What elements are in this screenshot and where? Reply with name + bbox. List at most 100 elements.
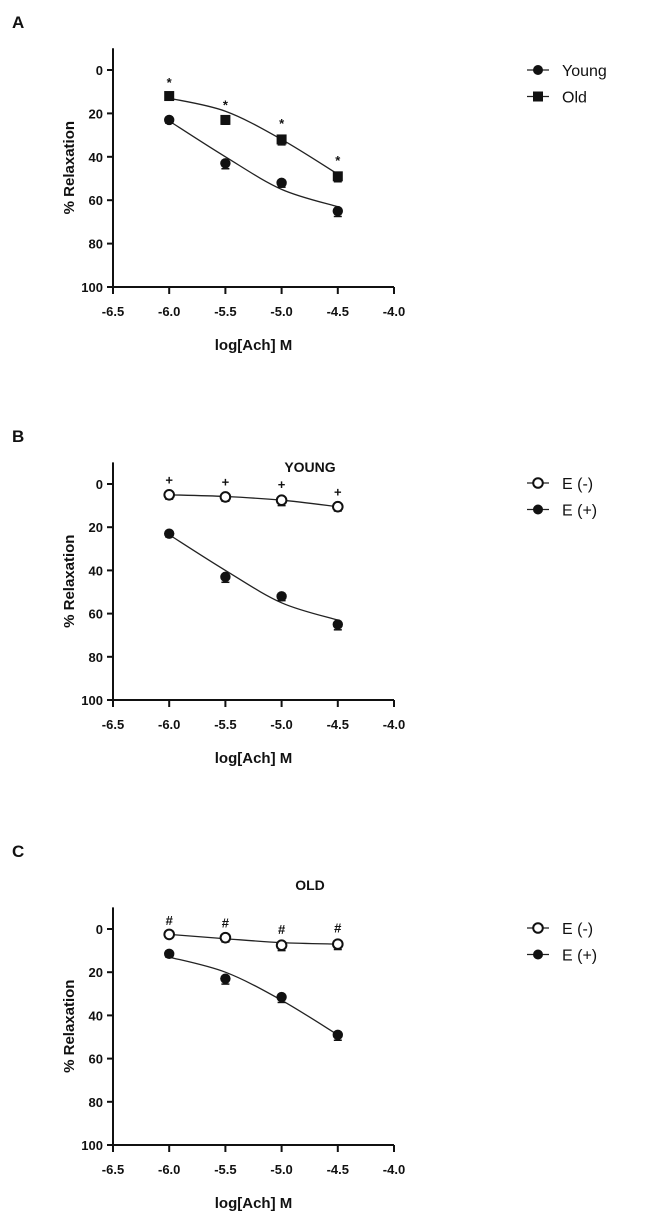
x-axis-label: log[Ach] M [215, 1195, 292, 1212]
data-point [163, 489, 175, 501]
data-point [220, 973, 231, 984]
significance-marker: # [222, 915, 230, 930]
y-tick-label: 80 [89, 650, 103, 665]
significance-marker: * [335, 153, 341, 168]
x-tick-label: -5.0 [270, 304, 292, 319]
x-tick-label: -5.5 [214, 717, 236, 732]
x-tick-label: -4.5 [327, 717, 349, 732]
significance-marker: + [278, 477, 286, 492]
x-tick-label: -6.5 [102, 717, 124, 732]
significance-marker: + [165, 472, 173, 487]
x-axis-label: log[Ach] M [215, 750, 292, 767]
y-tick-label: 40 [89, 563, 103, 578]
y-tick-label: 0 [96, 477, 103, 492]
significance-marker: * [167, 75, 173, 90]
y-tick-label: 80 [89, 1095, 103, 1110]
x-tick-label: -6.0 [158, 304, 180, 319]
x-tick-label: -6.0 [158, 717, 180, 732]
data-point [276, 591, 287, 602]
data-point [219, 931, 232, 944]
y-tick-label: 40 [89, 1008, 103, 1023]
data-point [220, 158, 231, 169]
series-0: + + + + E (-) [163, 472, 593, 513]
legend-square-marker [533, 91, 543, 102]
panel-title: YOUNG [284, 459, 335, 475]
series-1: E (+) [164, 503, 597, 631]
legend-label: Old [562, 90, 587, 107]
y-tick-label: 40 [89, 150, 103, 165]
y-tick-label: 20 [89, 965, 103, 980]
data-point [332, 1029, 343, 1041]
y-tick-label: 100 [81, 693, 103, 708]
fit-curve [169, 494, 338, 508]
data-point [220, 571, 231, 583]
series-1: E (+) [164, 948, 597, 1041]
fit-curve [169, 97, 339, 175]
x-tick-label: -4.0 [383, 1162, 405, 1177]
x-tick-label: -5.5 [214, 1162, 236, 1177]
series-0: Young [164, 63, 607, 218]
y-tick-label: 20 [89, 520, 103, 535]
y-axis-label: % Relaxation [61, 980, 78, 1073]
legend-open-circle-marker [532, 477, 544, 489]
fit-curve [169, 933, 338, 945]
y-tick-label: 100 [81, 1138, 103, 1153]
x-tick-label: -6.5 [102, 304, 124, 319]
x-tick-label: -4.0 [383, 717, 405, 732]
y-tick-label: 80 [89, 237, 103, 252]
x-tick-label: -5.5 [214, 304, 236, 319]
series-1: * * * * Old [164, 75, 587, 183]
data-point [332, 171, 343, 182]
legend-label: E (-) [562, 921, 593, 938]
panel-b: B YOUNG 0 20 40 60 80 100 -6.5 -6.0 -5.5 -5.0 -4.5 -4… [12, 427, 597, 767]
x-tick-label: -4.5 [327, 304, 349, 319]
data-point [164, 114, 175, 126]
y-tick-label: 60 [89, 193, 103, 208]
data-point [219, 491, 232, 503]
panel-label: B [12, 427, 24, 446]
data-point [332, 938, 344, 950]
y-axis-label: % Relaxation [61, 535, 78, 628]
data-point [163, 928, 175, 941]
data-point [276, 991, 287, 1003]
significance-marker: # [334, 921, 342, 936]
y-tick-label: 0 [96, 63, 103, 78]
significance-marker: * [279, 116, 285, 131]
y-axis-label: % Relaxation [61, 121, 78, 214]
data-point [276, 134, 287, 145]
legend-circle-marker [533, 504, 543, 515]
legend-label: E (+) [562, 948, 597, 965]
legend-label: E (-) [562, 476, 593, 493]
data-point [332, 205, 343, 217]
x-tick-label: -5.0 [270, 1162, 292, 1177]
x-tick-label: -4.0 [383, 304, 405, 319]
fit-curve [168, 534, 338, 621]
significance-marker: # [278, 922, 286, 937]
y-tick-label: 60 [89, 607, 103, 622]
panel-a: A 0 20 40 60 80 100 -6.5 -6.0 -5.5 -5.0 -4.5 -4.0 log… [12, 13, 607, 354]
data-point [332, 619, 343, 630]
significance-marker: # [166, 913, 174, 928]
panel-title: OLD [295, 877, 325, 893]
data-point [276, 177, 287, 189]
panel-label: C [12, 842, 24, 861]
y-tick-label: 60 [89, 1052, 103, 1067]
legend-circle-marker [533, 65, 543, 75]
y-tick-label: 20 [89, 106, 103, 121]
data-point [275, 939, 288, 952]
significance-marker: * [223, 98, 229, 113]
x-tick-label: -6.0 [158, 1162, 180, 1177]
significance-marker: + [334, 484, 342, 499]
fit-curve [168, 120, 338, 208]
data-point [275, 494, 288, 507]
y-tick-label: 100 [81, 280, 103, 295]
legend-open-circle-marker [532, 922, 544, 934]
x-tick-label: -5.0 [270, 717, 292, 732]
significance-marker: + [222, 475, 230, 490]
x-tick-label: -6.5 [102, 1162, 124, 1177]
fit-curve [169, 956, 339, 1036]
x-axis-label: log[Ach] M [215, 337, 292, 354]
x-tick-label: -4.5 [327, 1162, 349, 1177]
series-0: # # # # E (-) [163, 913, 593, 952]
